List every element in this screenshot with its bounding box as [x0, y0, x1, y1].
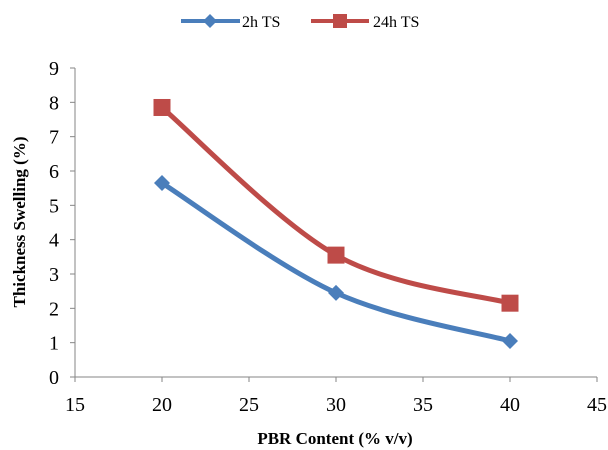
legend-marker-2h-ts — [203, 14, 217, 28]
x-tick-labels: 15 20 25 30 35 40 45 — [65, 394, 607, 416]
y-tick-label: 4 — [49, 230, 59, 252]
x-tick-label: 40 — [500, 394, 520, 416]
x-tick-label: 30 — [326, 394, 346, 416]
data-point-2h-ts — [328, 284, 344, 301]
y-tick-label: 5 — [49, 195, 59, 217]
legend-label-2h-ts: 2h TS — [242, 14, 280, 31]
data-point-2h-ts — [154, 175, 170, 192]
y-tick-label: 6 — [49, 161, 59, 183]
data-point-24h-ts — [327, 246, 345, 264]
legend: 2h TS 24h TS — [181, 14, 419, 31]
legend-item-24h-ts: 24h TS — [311, 14, 419, 31]
y-tick-label: 8 — [49, 92, 59, 114]
x-axis-title: PBR Content (% v/v) — [257, 429, 412, 448]
series-line-24h-ts — [159, 104, 513, 306]
y-tick-label: 0 — [49, 367, 59, 389]
legend-marker-24h-ts — [333, 14, 347, 28]
legend-label-24h-ts: 24h TS — [373, 14, 419, 31]
x-tick-label: 15 — [65, 394, 85, 416]
y-tick-label: 7 — [49, 127, 59, 149]
legend-item-2h-ts: 2h TS — [181, 14, 280, 31]
y-tick-label: 3 — [49, 264, 59, 286]
y-tick-label: 9 — [49, 58, 59, 80]
plot-area — [153, 98, 519, 349]
x-tick-label: 25 — [239, 394, 259, 416]
data-point-24h-ts — [153, 98, 171, 116]
axes — [70, 67, 598, 382]
x-tick-label: 20 — [152, 394, 172, 416]
y-tick-labels: 0 1 2 3 4 5 6 7 8 9 — [49, 58, 59, 389]
x-tick-label: 45 — [587, 394, 607, 416]
data-point-2h-ts — [502, 332, 518, 349]
y-axis-title: Thickness Swelling (%) — [10, 137, 29, 308]
data-point-24h-ts — [501, 294, 519, 312]
y-tick-label: 2 — [49, 298, 59, 320]
y-tick-label: 1 — [49, 333, 59, 355]
x-tick-label: 35 — [413, 394, 433, 416]
